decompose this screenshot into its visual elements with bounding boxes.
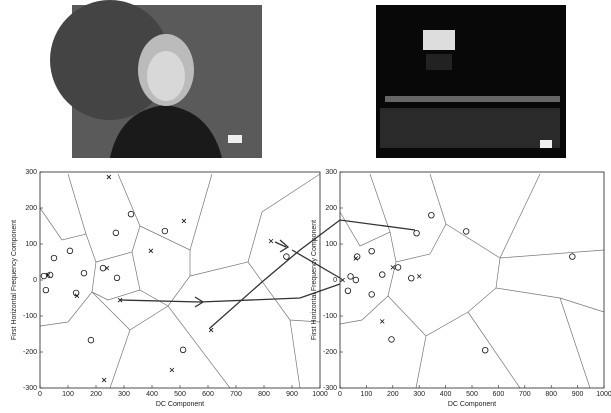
y-tick-label: 200	[325, 205, 337, 212]
x-axis-label: DC Component	[448, 401, 496, 408]
point	[67, 248, 73, 254]
anchor-photo	[50, 0, 262, 158]
point	[389, 337, 395, 343]
x-tick-label: 800	[545, 391, 557, 398]
plot-frame	[40, 172, 320, 388]
point	[114, 275, 120, 281]
y-tick-label: -300	[323, 385, 337, 392]
x-tick-label: 0	[38, 391, 42, 398]
point	[81, 270, 87, 276]
y-axis-label: First Horizontal Frequency Component	[11, 220, 18, 340]
x-tick-label: 200	[387, 391, 399, 398]
point	[353, 277, 359, 283]
point	[391, 265, 395, 269]
point	[128, 211, 134, 217]
x-tick-label: 300	[118, 391, 130, 398]
y-tick-label: 0	[333, 277, 337, 284]
y-tick-label: 200	[25, 205, 37, 212]
figure: 01002003004005006007008009001000-300-200…	[0, 0, 611, 413]
point	[380, 319, 384, 323]
point	[180, 347, 186, 353]
point	[209, 328, 213, 332]
point	[345, 288, 351, 294]
point	[570, 254, 576, 260]
x-tick-label: 900	[572, 391, 584, 398]
point	[417, 274, 421, 278]
point	[463, 229, 469, 235]
x-tick-label: 900	[286, 391, 298, 398]
point	[88, 337, 94, 343]
x-tick-label: 100	[361, 391, 373, 398]
point	[348, 274, 354, 280]
point	[51, 255, 57, 261]
x-tick-label: 500	[466, 391, 478, 398]
y-axis-label: First Horizontal Frequency Component	[311, 220, 318, 340]
x-tick-label: 300	[413, 391, 425, 398]
x-tick-label: 400	[440, 391, 452, 398]
point	[182, 219, 186, 223]
y-tick-label: -200	[323, 349, 337, 356]
x-tick-label: 200	[90, 391, 102, 398]
y-tick-label: 100	[25, 241, 37, 248]
x-tick-label: 600	[202, 391, 214, 398]
point	[482, 347, 488, 353]
voronoi-left	[40, 174, 320, 388]
x-tick-label: 800	[258, 391, 270, 398]
y-tick-label: 300	[25, 169, 37, 176]
y-tick-label: -100	[23, 313, 37, 320]
x-tick-label: 1000	[596, 391, 611, 398]
point	[369, 292, 375, 298]
x-tick-label: 400	[146, 391, 158, 398]
y-tick-label: 300	[325, 169, 337, 176]
point	[369, 248, 375, 254]
y-tick-label: -200	[23, 349, 37, 356]
x-tick-label: 0	[338, 391, 342, 398]
y-tick-label: -100	[323, 313, 337, 320]
x-axis-label: DC Component	[156, 401, 204, 408]
point	[43, 287, 49, 293]
point	[107, 175, 111, 179]
y-tick-label: 100	[325, 241, 337, 248]
point	[102, 378, 106, 382]
point	[408, 275, 414, 281]
voronoi-right	[340, 174, 604, 388]
night-photo	[376, 5, 566, 158]
x-tick-label: 700	[230, 391, 242, 398]
point	[269, 239, 273, 243]
x-tick-label: 700	[519, 391, 531, 398]
y-tick-label: 0	[33, 277, 37, 284]
plot-frame	[340, 172, 604, 388]
point	[170, 368, 174, 372]
point	[395, 265, 401, 271]
point	[284, 254, 290, 260]
x-tick-label: 1000	[312, 391, 328, 398]
point	[113, 230, 119, 236]
point	[41, 273, 47, 279]
x-tick-label: 500	[174, 391, 186, 398]
point	[379, 272, 385, 278]
point	[429, 212, 435, 218]
x-tick-label: 100	[62, 391, 74, 398]
point	[414, 230, 420, 236]
x-tick-label: 600	[493, 391, 505, 398]
point	[162, 228, 168, 234]
point	[149, 249, 153, 253]
point	[354, 256, 358, 260]
y-tick-label: -300	[23, 385, 37, 392]
